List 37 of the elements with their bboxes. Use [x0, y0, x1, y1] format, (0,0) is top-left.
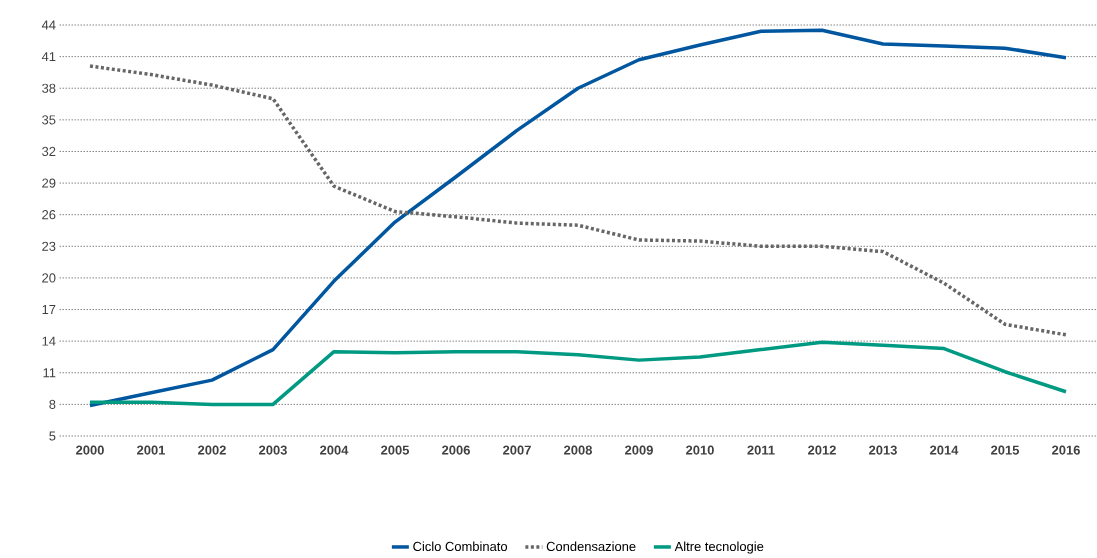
- y-tick-label: 17: [42, 305, 56, 314]
- x-tick-label: 2000: [76, 445, 104, 455]
- y-tick-label: 41: [41, 52, 56, 62]
- x-tick-label: 2006: [442, 445, 470, 455]
- x-tick-label: 2009: [625, 445, 653, 455]
- x-tick-label: 2011: [747, 445, 775, 455]
- y-tick-label: 44: [41, 20, 56, 30]
- y-tick-label: 29: [42, 178, 56, 188]
- y-tick-label: 38: [42, 83, 56, 93]
- y-tick-label: 8: [49, 399, 56, 409]
- x-tick-label: 2001: [137, 445, 166, 455]
- legend-label: Ciclo Combinato: [413, 541, 508, 552]
- line-series: [88, 64, 1068, 337]
- x-tick-label: 2012: [808, 445, 836, 455]
- x-tick-label: 2013: [869, 445, 897, 455]
- x-tick-label: 2015: [991, 445, 1020, 455]
- x-tick-label: 2014: [930, 445, 959, 455]
- x-tick-label: 2004: [320, 445, 349, 455]
- x-tick-label: 2010: [686, 445, 714, 455]
- line-series: [88, 28, 1068, 408]
- y-tick-label: 32: [42, 146, 56, 157]
- legend-label: Altre tecnologie: [674, 541, 764, 554]
- y-tick-label: 14: [42, 336, 56, 346]
- y-tick-label: 20: [42, 273, 56, 283]
- y-tick-label: 26: [42, 210, 56, 220]
- x-tick-label: 2005: [381, 445, 410, 455]
- x-tick-label: 2003: [259, 445, 287, 455]
- y-tick-label: 23: [42, 241, 56, 251]
- y-tick-label: 5: [49, 431, 56, 441]
- line-series: [88, 340, 1068, 407]
- x-tick-label: 2002: [198, 445, 226, 455]
- y-tick-label: 35: [42, 115, 56, 125]
- x-tick-label: 2008: [564, 445, 592, 455]
- legend-label: Condensazione: [546, 541, 636, 552]
- x-tick-label: 2007: [503, 445, 531, 455]
- x-tick-label: 2016: [1052, 445, 1080, 455]
- y-tick-label: 11: [43, 368, 56, 378]
